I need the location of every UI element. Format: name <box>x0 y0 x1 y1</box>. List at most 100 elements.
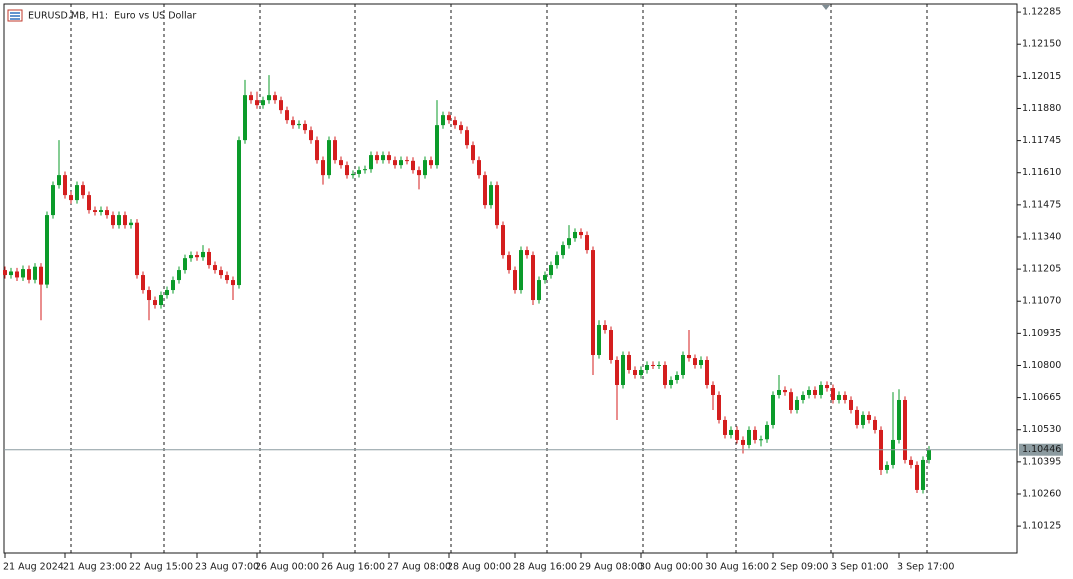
candle-body <box>87 195 91 211</box>
candle-body <box>15 271 19 278</box>
candle-body <box>567 238 571 246</box>
candle-body <box>339 160 343 166</box>
candle-body <box>645 365 649 370</box>
candle-body <box>141 275 145 291</box>
candle-body <box>309 130 313 141</box>
candle-body <box>771 394 775 425</box>
candle-body <box>861 414 865 425</box>
y-tick-label: 1.12285 <box>1022 7 1061 18</box>
candle-body <box>531 255 535 301</box>
candle-body <box>111 215 115 226</box>
day-separators <box>70 4 928 553</box>
current-price-box <box>1019 443 1063 456</box>
candle-body <box>639 370 643 375</box>
candle-body <box>39 266 43 285</box>
candle-body <box>321 160 325 176</box>
candle-body <box>525 250 529 256</box>
candle-body <box>225 275 229 281</box>
candle-body <box>333 140 337 161</box>
candle-body <box>759 439 763 441</box>
candle-body <box>609 330 613 361</box>
x-tick-label: 3 Sep 17:00 <box>897 562 954 573</box>
candle-body <box>699 360 703 366</box>
candle-body <box>123 215 127 226</box>
candle-body <box>915 464 919 490</box>
candle-body <box>213 265 217 271</box>
candle-body <box>267 95 271 101</box>
candle-body <box>255 100 259 106</box>
candle-body <box>711 384 715 395</box>
x-tick-label: 29 Aug 08:00 <box>579 562 643 573</box>
candle-body <box>105 210 109 216</box>
candle-body <box>273 95 277 101</box>
x-tick-label: 30 Aug 16:00 <box>705 562 769 573</box>
x-tick-label: 27 Aug 08:00 <box>387 562 451 573</box>
y-tick-label: 1.10395 <box>1022 456 1061 467</box>
candle-body <box>297 123 301 126</box>
candle-body <box>705 360 709 385</box>
y-tick-label: 1.11475 <box>1022 199 1061 210</box>
candle-body <box>45 215 49 285</box>
y-tick-label: 1.12150 <box>1022 39 1061 50</box>
candle-body <box>285 110 289 121</box>
y-tick-label: 1.11205 <box>1022 264 1061 275</box>
candle-body <box>681 355 685 375</box>
candle-body <box>231 280 235 286</box>
candle-body <box>93 210 97 212</box>
candle-body <box>375 155 379 161</box>
candle-body <box>873 419 877 430</box>
candle-body <box>627 355 631 370</box>
candle-body <box>369 155 373 170</box>
candle-body <box>507 255 511 271</box>
candle-body <box>129 222 133 226</box>
candle-body <box>597 325 601 356</box>
candle-body <box>735 429 739 440</box>
candle-body <box>21 269 25 278</box>
candle-body <box>657 365 661 367</box>
candle-body <box>57 175 61 186</box>
x-tick-label: 22 Aug 15:00 <box>129 562 193 573</box>
y-tick-label: 1.11610 <box>1022 167 1061 178</box>
candle-body <box>855 409 859 425</box>
symbol-icon <box>7 9 23 22</box>
x-tick-label: 26 Aug 00:00 <box>255 562 319 573</box>
candle-body <box>219 270 223 276</box>
candle-body <box>387 155 391 161</box>
candle-body <box>63 175 67 196</box>
candle-body <box>69 195 73 201</box>
candle-body <box>663 365 667 385</box>
candle-body <box>561 245 565 256</box>
x-tick-label: 30 Aug 00:00 <box>639 562 703 573</box>
candle-body <box>927 449 931 460</box>
x-tick-label: 26 Aug 16:00 <box>321 562 385 573</box>
candle-body <box>183 258 187 271</box>
current-price-label: 1.10446 <box>1022 444 1061 455</box>
candle-body <box>33 266 37 280</box>
y-tick-label: 1.10125 <box>1022 521 1061 532</box>
candle-body <box>921 459 925 490</box>
chart-title: EURUSD.MB, H1: Euro vs US Dollar <box>28 11 196 22</box>
candle-body <box>327 140 331 176</box>
candle-body <box>795 399 799 410</box>
x-tick-label: 21 Aug 23:00 <box>63 562 127 573</box>
candle-body <box>411 160 415 171</box>
candle-body <box>345 165 349 176</box>
candle-body <box>489 185 493 206</box>
x-tick-label: 2 Sep 09:00 <box>771 562 828 573</box>
y-tick-label: 1.10800 <box>1022 360 1061 371</box>
candle-body <box>819 384 823 395</box>
candle-body <box>261 100 265 106</box>
y-tick-label: 1.10260 <box>1022 488 1061 499</box>
candle-body <box>81 185 85 196</box>
candle-body <box>501 225 505 256</box>
candle-body <box>357 170 361 174</box>
candle-body <box>465 130 469 146</box>
candle-body <box>651 365 655 367</box>
candle-body <box>537 280 541 301</box>
candle-body <box>279 100 283 111</box>
candle-body <box>477 160 481 176</box>
candle-body <box>867 414 871 420</box>
y-tick-label: 1.11745 <box>1022 135 1061 146</box>
candle-body <box>51 185 55 216</box>
